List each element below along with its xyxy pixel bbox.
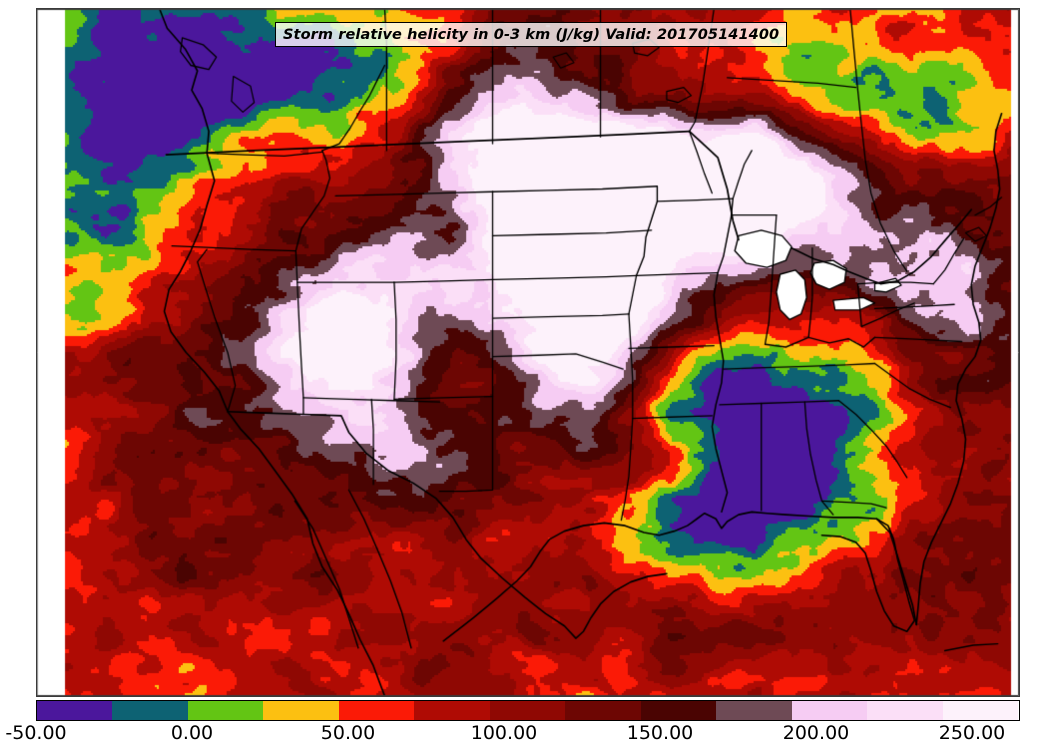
colorbar-tick-100: 100.00: [470, 722, 538, 744]
colorbar-segment-125-to-150: [565, 701, 641, 720]
colorbar-tick-labels: -50.00 0.00 50.00 100.00 150.00 200.00 250.00: [0, 722, 1044, 745]
colorbar-tick--50: -50.00: [5, 722, 67, 744]
colorbar-tick-250: 250.00: [938, 722, 1006, 744]
colorbar: [36, 700, 1020, 721]
colorbar-segment-250-to-275: [942, 701, 1019, 720]
colorbar-segment-175-to-200: [716, 701, 792, 720]
colorbar-segment-25-to-50: [263, 701, 339, 720]
colorbar-segment--50-to--25: [37, 701, 113, 720]
helicity-contour-map: [37, 9, 1019, 696]
colorbar-tick-0: 0.00: [170, 722, 214, 744]
colorbar-tick-50: 50.00: [320, 722, 376, 744]
map-panel: [36, 8, 1020, 697]
page-title: Storm relative helicity in 0-3 km (J/kg)…: [283, 26, 780, 43]
colorbar-segment-75-to-100: [414, 701, 490, 720]
map-title-box: Storm relative helicity in 0-3 km (J/kg)…: [275, 22, 788, 47]
colorbar-tick-200: 200.00: [782, 722, 850, 744]
colorbar-segment-200-to-225: [791, 701, 868, 720]
colorbar-tick-150: 150.00: [626, 722, 694, 744]
colorbar-segment-50-to-75: [338, 701, 415, 720]
colorbar-segment-0-to-25: [187, 701, 264, 720]
colorbar-segment-150-to-175: [640, 701, 717, 720]
colorbar-segment--25-to-0: [112, 701, 188, 720]
colorbar-segment-225-to-250: [867, 701, 943, 720]
colorbar-segment-100-to-125: [489, 701, 566, 720]
